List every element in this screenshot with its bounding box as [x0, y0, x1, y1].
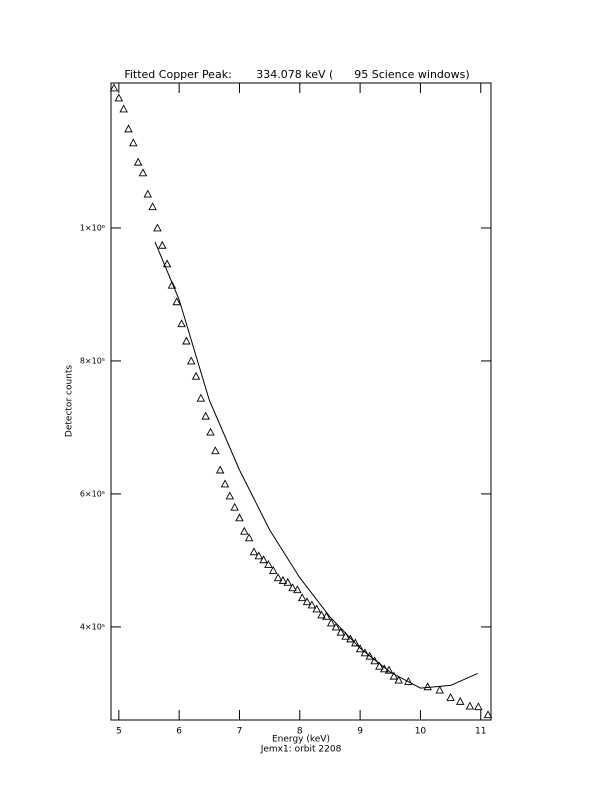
y-tick-label: 6×10⁵ — [80, 489, 105, 498]
data-point — [177, 319, 186, 328]
x-tick-label: 11 — [475, 727, 486, 737]
data-point — [158, 240, 167, 249]
data-point — [235, 513, 244, 522]
data-point — [206, 427, 215, 436]
data-point — [302, 597, 312, 606]
y-tick-label: 4×10⁵ — [80, 622, 105, 631]
data-point — [423, 682, 432, 691]
data-point — [336, 627, 346, 636]
data-point — [240, 526, 249, 535]
data-point — [355, 644, 365, 653]
y-axis-label: Detector counts — [65, 365, 75, 437]
data-point — [283, 577, 292, 586]
data-point — [360, 648, 370, 657]
data-point — [244, 533, 254, 542]
data-point — [288, 583, 297, 592]
data-point — [201, 411, 210, 420]
data-point — [153, 223, 162, 232]
data-point — [191, 371, 201, 380]
data-point — [162, 259, 172, 268]
data-point — [148, 202, 157, 211]
y-tick-label: 1×10⁶ — [80, 223, 105, 232]
data-point — [297, 593, 307, 602]
data-point — [249, 547, 259, 556]
data-point — [375, 661, 384, 670]
data-point — [254, 551, 264, 560]
data-point — [346, 634, 355, 643]
data-point — [196, 393, 206, 402]
data-point — [312, 604, 321, 613]
data-point — [143, 189, 153, 198]
data-point — [465, 701, 475, 710]
x-tick-label: 8 — [297, 727, 303, 737]
data-point — [331, 622, 341, 631]
data-point — [220, 479, 230, 488]
data-point — [211, 446, 220, 455]
y-tick-label: 8×10⁵ — [80, 356, 105, 365]
data-point — [365, 651, 375, 660]
data-point — [182, 336, 191, 345]
chart-title: Fitted Copper Peak: 334.078 keV ( 95 Sci… — [124, 68, 469, 81]
x-tick-label: 6 — [176, 727, 182, 737]
data-point — [394, 675, 403, 684]
data-point — [269, 565, 278, 574]
data-point — [446, 692, 455, 701]
x-tick-label: 7 — [237, 727, 243, 737]
data-point — [293, 585, 302, 594]
plot-frame — [110, 82, 492, 721]
x-axis-label: Energy (keV) — [272, 735, 330, 745]
data-point — [307, 600, 317, 609]
data-point — [259, 555, 268, 564]
data-point — [322, 611, 331, 620]
data-point — [273, 573, 283, 582]
data-point — [455, 696, 465, 705]
data-point — [435, 685, 444, 694]
data-point — [341, 631, 350, 640]
data-point — [119, 104, 128, 113]
subtitle: Jemx1: orbit 2208 — [260, 745, 342, 755]
data-point — [483, 710, 493, 719]
data-point — [230, 502, 239, 511]
data-point — [389, 671, 399, 680]
data-point — [186, 356, 196, 365]
data-point — [326, 618, 336, 627]
x-tick-label: 10 — [415, 727, 427, 737]
data-point — [133, 157, 143, 166]
data-point — [138, 168, 148, 177]
data-point — [474, 702, 483, 711]
fit-line — [154, 241, 478, 689]
data-point — [129, 138, 138, 147]
x-tick-label: 9 — [357, 727, 363, 737]
data-point — [109, 83, 119, 92]
x-tick-label: 5 — [116, 727, 122, 737]
data-point — [264, 559, 273, 568]
data-point — [278, 575, 288, 584]
data-point — [114, 93, 124, 102]
data-point — [124, 124, 133, 133]
data-point — [351, 638, 360, 647]
data-point — [167, 280, 177, 289]
data-point — [172, 297, 181, 306]
data-point — [225, 491, 235, 500]
data-point — [317, 610, 326, 619]
data-point — [215, 465, 225, 474]
